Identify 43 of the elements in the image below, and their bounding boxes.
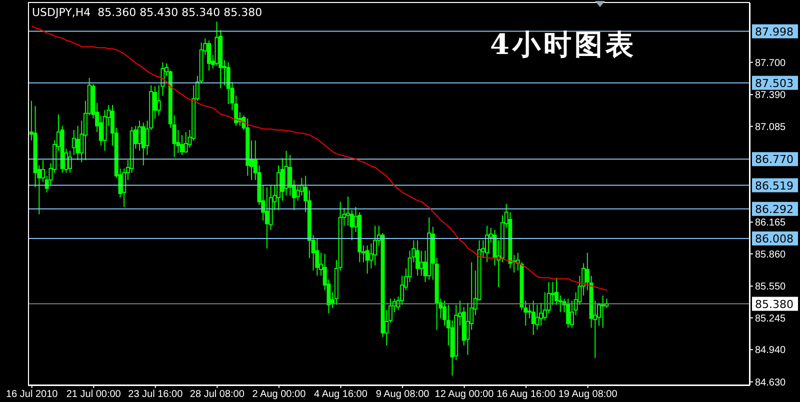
candlestick xyxy=(419,250,424,276)
x-tick-label: 19 Aug 08:00 xyxy=(558,389,618,400)
y-tick-label: 87.390 xyxy=(755,90,786,102)
candlestick xyxy=(531,300,536,336)
ref-line-label: 86.770 xyxy=(755,153,794,166)
x-tick-label: 9 Aug 08:00 xyxy=(376,389,430,400)
y-tick-label: 87.085 xyxy=(755,122,786,133)
ref-line-label: 85.380 xyxy=(755,298,794,311)
annotation: 4小时图表 xyxy=(490,27,636,63)
y-tick-label: 84.940 xyxy=(755,345,786,356)
y-tick-label: 84.630 xyxy=(755,377,786,388)
ref-line-label: 87.503 xyxy=(755,76,794,90)
x-tick-label: 16 Jul 2010 xyxy=(6,389,58,400)
x-tick-label: 21 Jul 00:00 xyxy=(66,389,122,400)
y-tick-label: 85.245 xyxy=(755,313,786,324)
x-tick-label: 23 Jul 16:00 xyxy=(128,389,184,400)
candlestick xyxy=(138,120,142,152)
candlestick xyxy=(264,186,269,250)
x-tick-label: 2 Aug 00:00 xyxy=(252,389,306,400)
y-tick-label: 85.860 xyxy=(755,249,786,260)
candlestick xyxy=(373,225,378,266)
x-tick-label: 16 Aug 16:00 xyxy=(496,389,556,400)
y-tick-label: 85.550 xyxy=(755,282,786,293)
x-tick-label: 12 Aug 00:00 xyxy=(434,389,494,400)
candlestick xyxy=(600,294,605,328)
candlestick xyxy=(141,122,146,166)
x-tick-label: 4 Aug 16:00 xyxy=(314,389,368,400)
candlestick xyxy=(416,240,420,276)
candlestick xyxy=(365,245,370,274)
candlestick xyxy=(184,132,188,154)
ref-line-label: 87.998 xyxy=(755,25,794,38)
ref-line-label: 86.008 xyxy=(755,232,794,246)
candlestick xyxy=(68,150,72,174)
ref-line-label: 86.519 xyxy=(755,179,794,192)
y-tick-label: 86.165 xyxy=(755,218,786,229)
y-tick-label: 87.700 xyxy=(755,58,786,69)
candlestick xyxy=(207,40,212,72)
candlestick xyxy=(485,225,490,263)
candlestick xyxy=(566,298,570,328)
candlestick xyxy=(315,238,320,276)
chart-title: USDJPY,H4 85.360 85.430 85.340 85.380 xyxy=(32,6,262,19)
x-tick-label: 28 Jul 08:00 xyxy=(190,389,245,400)
ref-line-label: 86.292 xyxy=(755,202,794,216)
